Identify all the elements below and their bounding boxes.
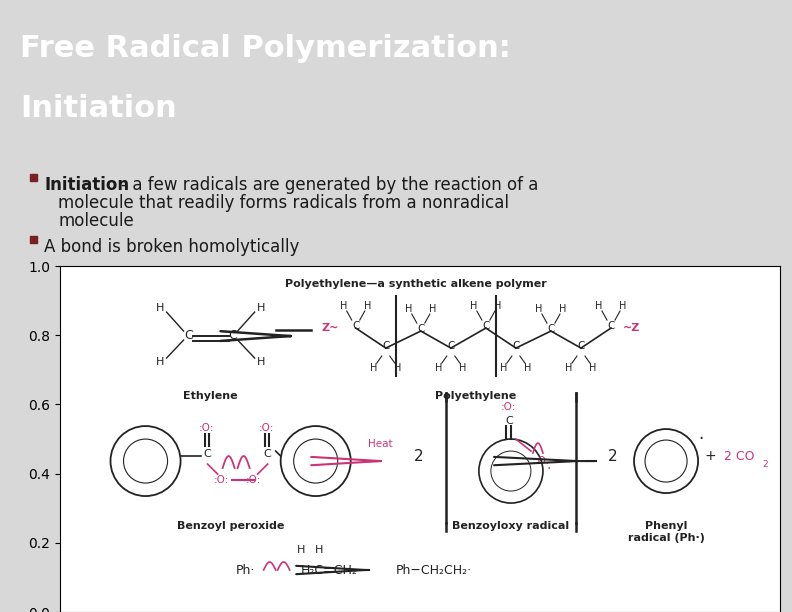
Text: Polyethylene—a synthetic alkene polymer: Polyethylene—a synthetic alkene polymer [285,279,546,289]
Text: H: H [494,301,501,311]
Text: :O:: :O: [501,402,516,412]
Text: H: H [257,303,265,313]
Text: Polyethylene: Polyethylene [436,391,516,401]
Text: 2 CO: 2 CO [724,450,755,463]
Text: H: H [156,303,165,313]
Text: H: H [559,304,566,314]
Text: ·: · [699,430,704,448]
Text: A bond is broken homolytically: A bond is broken homolytically [44,238,299,256]
Text: - a few radicals are generated by the reaction of a: - a few radicals are generated by the re… [116,176,539,194]
Text: H: H [364,301,371,311]
Text: C: C [185,329,193,341]
Text: H: H [524,363,531,373]
Text: C: C [447,341,455,351]
Text: C: C [228,329,237,341]
Text: H: H [405,304,413,314]
Text: C: C [204,449,211,459]
Text: C: C [505,416,512,426]
Text: Initiation: Initiation [44,176,129,194]
Text: Benzoyl peroxide: Benzoyl peroxide [177,521,284,531]
Text: +: + [704,449,716,463]
Text: Free Radical Polymerization:: Free Radical Polymerization: [20,34,511,63]
Text: H: H [370,363,378,373]
Text: Benzoyloxy radical: Benzoyloxy radical [452,521,569,531]
Text: Z~: Z~ [322,323,339,333]
Text: H: H [619,301,626,311]
Text: H: H [296,545,305,555]
Text: C: C [264,449,272,459]
Text: C: C [512,341,520,351]
Text: Heat: Heat [368,439,393,449]
Text: 2: 2 [608,449,618,463]
Text: H: H [314,545,323,555]
Text: Phenyl
radical (Ph·): Phenyl radical (Ph·) [627,521,705,543]
Text: H: H [156,357,165,367]
Text: :O:: :O: [535,456,550,466]
Text: H: H [459,363,466,373]
Text: H: H [470,301,478,311]
Bar [30,236,37,243]
Text: C: C [607,321,615,331]
Text: H: H [435,363,443,373]
Text: 2: 2 [413,449,424,463]
Text: Ph−CH₂CH₂·: Ph−CH₂CH₂· [396,564,472,577]
Text: :O:: :O: [199,423,215,433]
Text: H: H [340,301,348,311]
Bar [30,174,37,181]
Text: molecule: molecule [58,212,134,230]
Text: Ethylene: Ethylene [183,391,238,401]
Text: 2: 2 [762,460,767,469]
Text: Initiation: Initiation [20,94,177,122]
Text: H: H [589,363,596,373]
Text: H: H [257,357,265,367]
Text: H₂C=CH₂: H₂C=CH₂ [301,564,357,577]
Text: ·: · [546,462,551,476]
Text: molecule that readily forms radicals from a nonradical: molecule that readily forms radicals fro… [58,194,509,212]
Text: H: H [565,363,573,373]
Text: C: C [352,321,360,331]
Text: H: H [394,363,402,373]
Text: C: C [547,324,554,334]
Text: :O:: :O: [246,475,261,485]
Text: H: H [429,304,436,314]
Text: ~Z: ~Z [623,323,641,333]
Text: H: H [535,304,543,314]
Text: H: H [596,301,603,311]
Text: C: C [382,341,390,351]
Text: C: C [482,321,489,331]
Text: H: H [501,363,508,373]
Text: :O:: :O: [214,475,230,485]
Text: Ph·: Ph· [236,564,255,577]
Text: C: C [577,341,584,351]
Text: C: C [417,324,425,334]
Text: :O:: :O: [259,423,274,433]
